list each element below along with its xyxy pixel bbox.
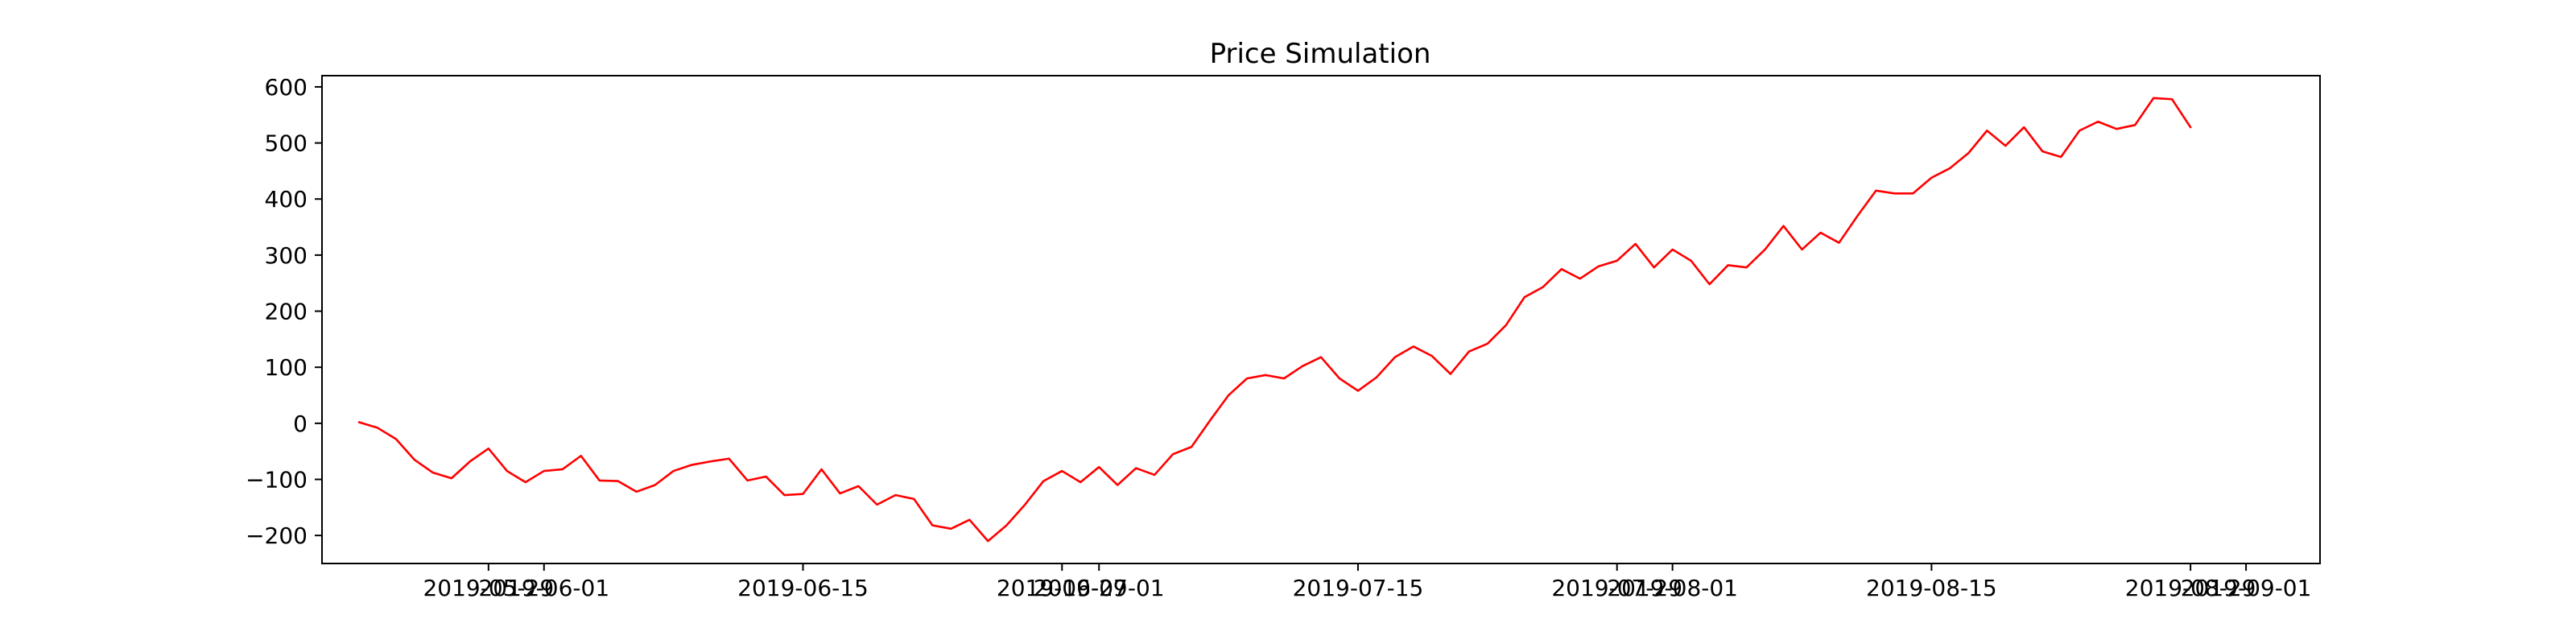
y-tick-label: 100 bbox=[265, 354, 308, 381]
y-tick-label: 600 bbox=[265, 74, 308, 101]
x-tick-label: 2019-07-15 bbox=[1293, 575, 1424, 601]
y-tick-label: 300 bbox=[265, 242, 308, 269]
x-tick-label: 2019-06-15 bbox=[737, 575, 869, 601]
price-series-line bbox=[357, 97, 2192, 543]
y-tick-label: 500 bbox=[265, 130, 308, 157]
y-tick-label: 200 bbox=[265, 299, 308, 325]
chart-title: Price Simulation bbox=[1210, 38, 1431, 70]
y-tick-label: −200 bbox=[246, 522, 308, 549]
x-tick-label: 2019-07-29 bbox=[1551, 575, 1682, 601]
x-tick-label: 2019-06-01 bbox=[478, 575, 609, 601]
x-tick-label: 2019-06-29 bbox=[997, 575, 1128, 601]
x-tick-label: 2019-08-15 bbox=[1866, 575, 1997, 601]
x-tick-label: 2019-09-01 bbox=[2181, 575, 2312, 601]
x-tick-label: 2019-07-01 bbox=[1034, 575, 1165, 601]
y-tick-label: 400 bbox=[265, 186, 308, 213]
x-tick-label: 2019-08-29 bbox=[2125, 575, 2256, 601]
y-tick-label: 0 bbox=[293, 411, 308, 437]
y-tick-label: −100 bbox=[246, 467, 308, 493]
axes-frame bbox=[321, 75, 2321, 564]
x-tick-label: 2019-05-29 bbox=[423, 575, 554, 601]
plot-area: −200−10001002003004005006002019-05-29201… bbox=[246, 74, 2321, 601]
x-tick-label: 2019-08-01 bbox=[1607, 575, 1738, 601]
